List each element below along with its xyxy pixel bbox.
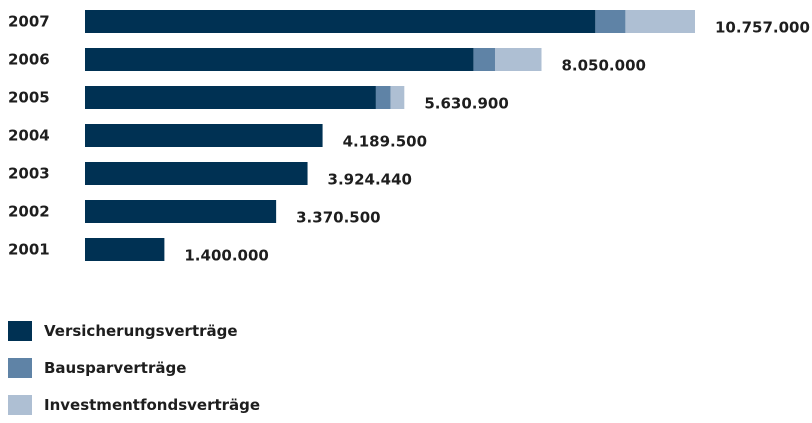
data-label: 4.189.500 (343, 133, 427, 151)
bar-segment-2005-series-0 (85, 86, 376, 109)
data-label: 10.757.000 (715, 19, 810, 37)
y-tick-label: 2001 (8, 241, 50, 259)
legend-item-bausparvertraege: Bausparverträge (8, 349, 260, 386)
bar-segment-2001-series-0 (85, 238, 165, 261)
bar-segment-2005-series-1 (375, 86, 391, 109)
bar-segment-2006-series-0 (85, 48, 474, 71)
y-tick-label: 2005 (8, 89, 50, 107)
legend-swatch-bausparvertraege (8, 357, 32, 378)
y-tick-label: 2007 (8, 13, 50, 31)
data-label: 1.400.000 (184, 247, 268, 265)
bar-segment-2006-series-1 (473, 48, 495, 71)
bar-segment-2002-series-0 (85, 200, 277, 223)
bar-segment-2007-series-1 (595, 10, 626, 33)
legend-label: Investmentfondsverträge (44, 395, 261, 414)
legend-swatch-investmentfondsvertraege (8, 394, 32, 415)
y-tick-label: 2004 (8, 127, 50, 145)
data-label: 5.630.900 (424, 95, 508, 113)
bar-segment-2006-series-2 (494, 48, 542, 71)
legend-item-versicherungsvertraege: Versicherungsverträge (8, 312, 260, 349)
y-tick-label: 2003 (8, 165, 50, 183)
legend-swatch-versicherungsvertraege (8, 320, 32, 341)
y-tick-label: 2006 (8, 51, 50, 69)
data-label: 3.924.440 (328, 171, 412, 189)
legend-label: Bausparverträge (44, 358, 187, 377)
y-tick-label: 2002 (8, 203, 50, 221)
bar-segment-2004-series-0 (85, 124, 323, 147)
legend-item-investmentfondsvertraege: Investmentfondsverträge (8, 386, 260, 423)
legend-label: Versicherungsverträge (44, 321, 238, 340)
data-label: 8.050.000 (561, 57, 645, 75)
bar-segment-2003-series-0 (85, 162, 308, 185)
stacked-bar-chart: 2007 10.757.000 2006 8.050.000 2005 5.630.900… (8, 10, 810, 265)
legend: Versicherungsverträge Bausparverträge In… (8, 312, 260, 423)
bar-segment-2005-series-2 (390, 86, 405, 109)
bar-segment-2007-series-0 (85, 10, 596, 33)
data-label: 3.370.500 (296, 209, 380, 227)
bar-segment-2007-series-2 (625, 10, 695, 33)
